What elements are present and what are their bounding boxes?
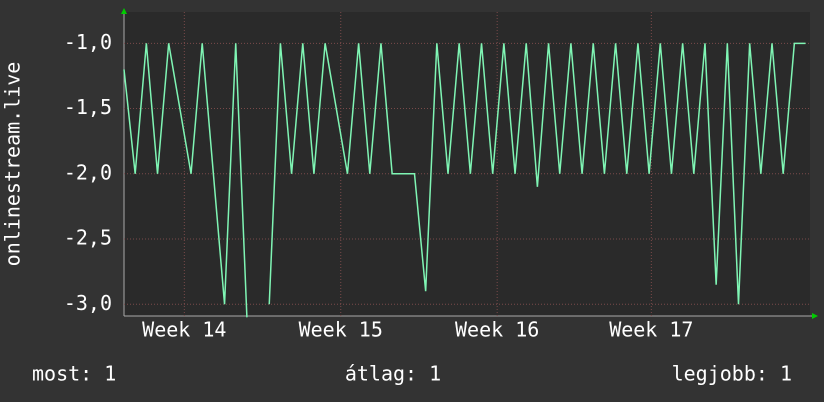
footer-stat: legjobb: 1 (672, 362, 792, 386)
footer-stat: most: 1 (32, 362, 116, 386)
x-tick-label: Week 16 (455, 318, 539, 342)
axis-arrow (812, 313, 818, 319)
y-tick-label: -3,0 (64, 291, 112, 315)
footer-stat: átlag: 1 (345, 362, 441, 386)
x-tick-label: Week 15 (299, 318, 383, 342)
y-axis-label: onlinestream.live (1, 62, 25, 267)
y-tick-label: -1,5 (64, 95, 112, 119)
x-tick-label: Week 17 (609, 318, 693, 342)
plot-area (124, 12, 810, 316)
data-line (123, 42, 806, 318)
y-tick-label: -2,5 (64, 226, 112, 250)
x-tick-label: Week 14 (142, 318, 226, 342)
axis-arrow (121, 8, 127, 14)
y-tick-label: -1,0 (64, 30, 112, 54)
y-tick-label: -2,0 (64, 160, 112, 184)
